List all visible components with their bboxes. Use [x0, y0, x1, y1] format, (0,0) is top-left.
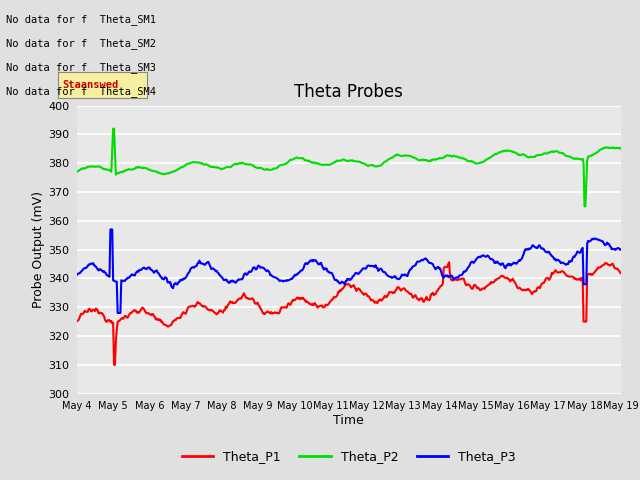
Legend: Theta_P1, Theta_P2, Theta_P3: Theta_P1, Theta_P2, Theta_P3: [177, 445, 521, 468]
Title: Theta Probes: Theta Probes: [294, 83, 403, 101]
Text: No data for f  Theta_SM1: No data for f Theta_SM1: [6, 14, 156, 25]
Y-axis label: Probe Output (mV): Probe Output (mV): [32, 191, 45, 308]
Text: Staanswed: Staanswed: [62, 80, 118, 90]
Text: No data for f  Theta_SM2: No data for f Theta_SM2: [6, 38, 156, 49]
X-axis label: Time: Time: [333, 414, 364, 427]
Text: No data for f  Theta_SM3: No data for f Theta_SM3: [6, 62, 156, 73]
Text: No data for f  Theta_SM4: No data for f Theta_SM4: [6, 86, 156, 97]
